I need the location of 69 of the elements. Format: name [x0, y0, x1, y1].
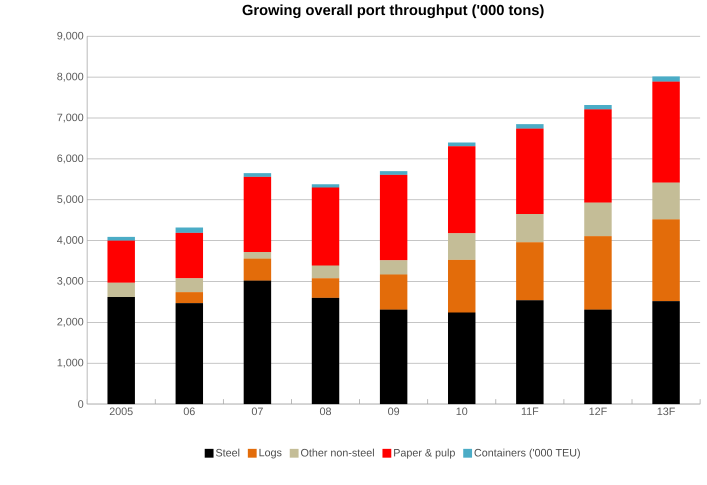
y-tick-label: 7,000 — [57, 114, 84, 123]
chart-title: Growing overall port throughput ('000 tons) — [242, 4, 544, 18]
bar — [244, 252, 272, 259]
bar — [312, 266, 340, 278]
x-tick-label: 13F — [658, 408, 675, 416]
legend-label: Containers ('000 TEU) — [474, 448, 580, 459]
x-tick-label: 07 — [252, 408, 263, 416]
bar — [448, 234, 476, 260]
bar — [652, 301, 680, 404]
bar — [448, 312, 476, 404]
bar — [380, 260, 408, 275]
bar — [448, 142, 476, 146]
bar — [107, 282, 135, 298]
bar — [312, 298, 340, 404]
bar — [380, 175, 408, 260]
x-tick-label: 11F — [522, 408, 538, 416]
y-tick-label: 6,000 — [57, 154, 84, 164]
bar — [176, 233, 204, 278]
bar — [107, 237, 135, 241]
x-tick-label: 09 — [388, 408, 400, 416]
bar — [516, 124, 544, 129]
bar — [244, 280, 272, 404]
bar — [107, 297, 135, 404]
bar — [448, 146, 476, 234]
x-tick-label: 2005 — [110, 408, 133, 416]
bar — [107, 240, 135, 283]
x-tick-label: 12F — [590, 408, 607, 416]
bar — [584, 236, 612, 310]
y-tick-label: 2,000 — [57, 318, 84, 328]
bar — [244, 173, 272, 178]
bar — [176, 228, 204, 234]
bar — [176, 292, 204, 304]
x-tick-label: 08 — [320, 408, 332, 416]
bar — [380, 274, 408, 310]
bar — [380, 310, 408, 404]
legend-label: Paper & pulp — [394, 448, 455, 459]
x-tick-label: 06 — [184, 408, 195, 416]
y-tick-label: 3,000 — [57, 277, 84, 286]
y-tick-label: 9,000 — [57, 32, 84, 41]
bar — [652, 82, 680, 183]
legend-label: Logs — [260, 449, 282, 459]
bar — [652, 220, 680, 302]
bar — [584, 105, 612, 110]
y-tick-label: 8,000 — [57, 72, 84, 82]
bar — [584, 202, 612, 236]
bar — [312, 184, 340, 188]
bar — [176, 278, 204, 292]
bar — [584, 310, 612, 404]
bar — [448, 260, 476, 313]
bar — [244, 258, 272, 281]
bar — [584, 110, 612, 203]
bar — [244, 177, 272, 252]
bar — [312, 188, 340, 266]
bar — [516, 242, 544, 301]
y-tick-label: 5,000 — [57, 196, 84, 204]
y-tick-label: 0 — [78, 400, 84, 408]
legend-label: Other non-steel — [301, 448, 374, 457]
bar — [652, 76, 680, 82]
bar — [176, 303, 204, 404]
bar — [312, 278, 340, 298]
bar — [380, 171, 408, 176]
bar — [516, 214, 544, 242]
y-tick-label: 1,000 — [58, 359, 84, 368]
bar — [652, 182, 680, 220]
legend-label: Steel — [216, 448, 240, 457]
bar — [516, 300, 544, 404]
bar — [516, 128, 544, 214]
x-tick-label: 10 — [456, 408, 468, 416]
y-tick-label: 4,000 — [57, 236, 84, 246]
